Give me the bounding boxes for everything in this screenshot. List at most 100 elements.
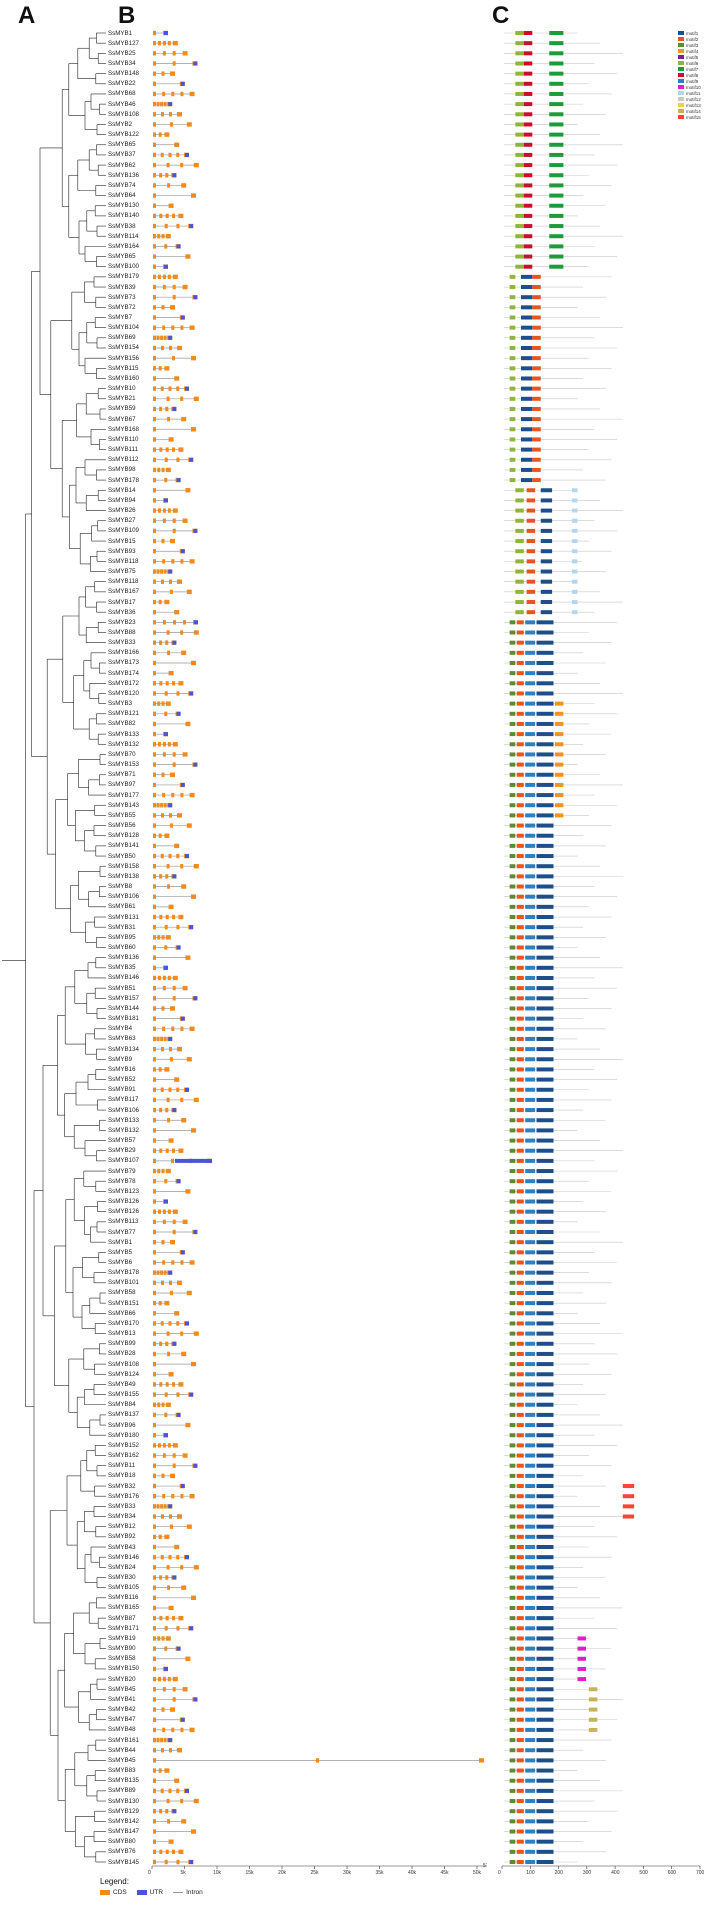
motif-box: [536, 823, 554, 828]
motif-box: [516, 823, 524, 828]
gene-label: SsMYB108: [108, 1360, 139, 1368]
motif-box: [536, 1758, 554, 1763]
cds-exon: [178, 1615, 184, 1621]
gene-label: SsMYB22: [108, 80, 136, 88]
cds-exon: [189, 91, 195, 97]
cds-exon: [176, 924, 180, 930]
motif-box: [516, 945, 524, 950]
cds-exon: [153, 813, 156, 818]
cds-exon: [153, 1046, 156, 1052]
motif-box: [516, 1240, 524, 1245]
cds-exon: [159, 640, 163, 645]
cds-exon: [186, 589, 192, 595]
motif-box: [516, 1778, 524, 1783]
motif-box: [516, 1219, 524, 1224]
cds-exon: [168, 152, 172, 158]
gene-label: SsMYB47: [108, 1716, 136, 1724]
cds-exon: [159, 1849, 163, 1855]
motif-box: [523, 244, 533, 249]
motif-box: [516, 955, 524, 960]
motif-box: [525, 1534, 536, 1539]
motif-box: [536, 1341, 554, 1346]
motif-box: [536, 1626, 554, 1631]
motif-box: [509, 925, 516, 930]
motif-box: [525, 1484, 536, 1489]
motif-box: [536, 1402, 554, 1407]
motif-box: [549, 183, 564, 188]
cds-exon: [178, 447, 184, 452]
motif-box: [509, 1301, 516, 1306]
gene-label: SsMYB77: [108, 1228, 136, 1236]
motif-box: [532, 325, 541, 330]
cds-exon: [174, 609, 180, 615]
gene-label: SsMYB136: [108, 171, 139, 179]
motif-box: [523, 102, 533, 107]
legend-item: CDS: [100, 1889, 127, 1896]
motif-box: [536, 945, 554, 950]
cds-exon: [176, 1321, 180, 1326]
gene-label: SsMYB99: [108, 1340, 136, 1348]
cds-exon: [172, 1453, 176, 1458]
gene-label: SsMYB181: [108, 1015, 139, 1023]
cds-exon: [153, 1189, 156, 1194]
cds-exon: [172, 1687, 176, 1692]
gene-label: SsMYB170: [108, 1319, 139, 1327]
gene-label: SsMYB167: [108, 588, 139, 596]
cds-exon: [159, 914, 163, 920]
cds-exon: [153, 1138, 156, 1143]
cds-exon: [164, 945, 168, 950]
cds-exon: [161, 305, 165, 310]
gene-label: SsMYB34: [108, 1513, 136, 1521]
gene-label: SsMYB171: [108, 1624, 139, 1632]
cds-exon: [180, 559, 184, 564]
motif-box: [516, 803, 524, 808]
motif-box: [509, 1595, 516, 1600]
motif-box: [525, 793, 536, 798]
cds-exon: [158, 1300, 162, 1306]
cds-exon: [172, 284, 176, 290]
motif-swatch: [678, 31, 684, 35]
gene-label: SsMYB153: [108, 761, 139, 769]
legend-item: Intron: [173, 1889, 203, 1896]
motif-box: [516, 904, 524, 909]
gene-label: SsMYB127: [108, 39, 139, 47]
motif-box: [509, 1666, 516, 1671]
motif-box: [532, 366, 541, 371]
gene-label: SsMYB6: [108, 1258, 133, 1266]
motif-box: [536, 965, 554, 970]
cds-exon: [153, 1361, 156, 1367]
cds-exon: [180, 1494, 184, 1499]
motif-box: [509, 904, 516, 909]
gene-label: SsMYB45: [108, 1756, 136, 1764]
motif-box: [516, 1514, 524, 1519]
motif-box: [516, 1555, 524, 1560]
motif-box: [516, 1768, 524, 1773]
motif-box: [516, 721, 524, 726]
motif-box: [525, 762, 536, 767]
motif-box: [516, 1504, 524, 1509]
gene-label: SsMYB137: [108, 1411, 139, 1419]
cds-exon: [193, 396, 199, 401]
cds-exon: [176, 386, 180, 391]
gene-label: SsMYB110: [108, 435, 139, 443]
cds-exon: [178, 1849, 184, 1855]
motif-box: [549, 264, 564, 269]
motif-box: [516, 640, 524, 645]
motif-box: [516, 1534, 524, 1539]
motif-box: [536, 1138, 554, 1143]
cds-exon: [158, 599, 162, 605]
motif-box: [536, 894, 554, 899]
cds-exon: [153, 681, 156, 686]
motif-box: [516, 1799, 524, 1804]
motif-box: [523, 91, 533, 96]
cds-exon: [153, 1168, 156, 1174]
cds-exon: [172, 355, 175, 361]
cds-exon: [162, 1727, 166, 1733]
cds-exon: [174, 843, 180, 849]
motif-box: [523, 71, 533, 76]
motif-box: [516, 1128, 524, 1133]
gene-label: SsMYB45: [108, 1685, 136, 1693]
cds-exon: [193, 864, 199, 869]
gene-label: SsMYB83: [108, 1767, 136, 1775]
motif-box: [509, 671, 516, 676]
